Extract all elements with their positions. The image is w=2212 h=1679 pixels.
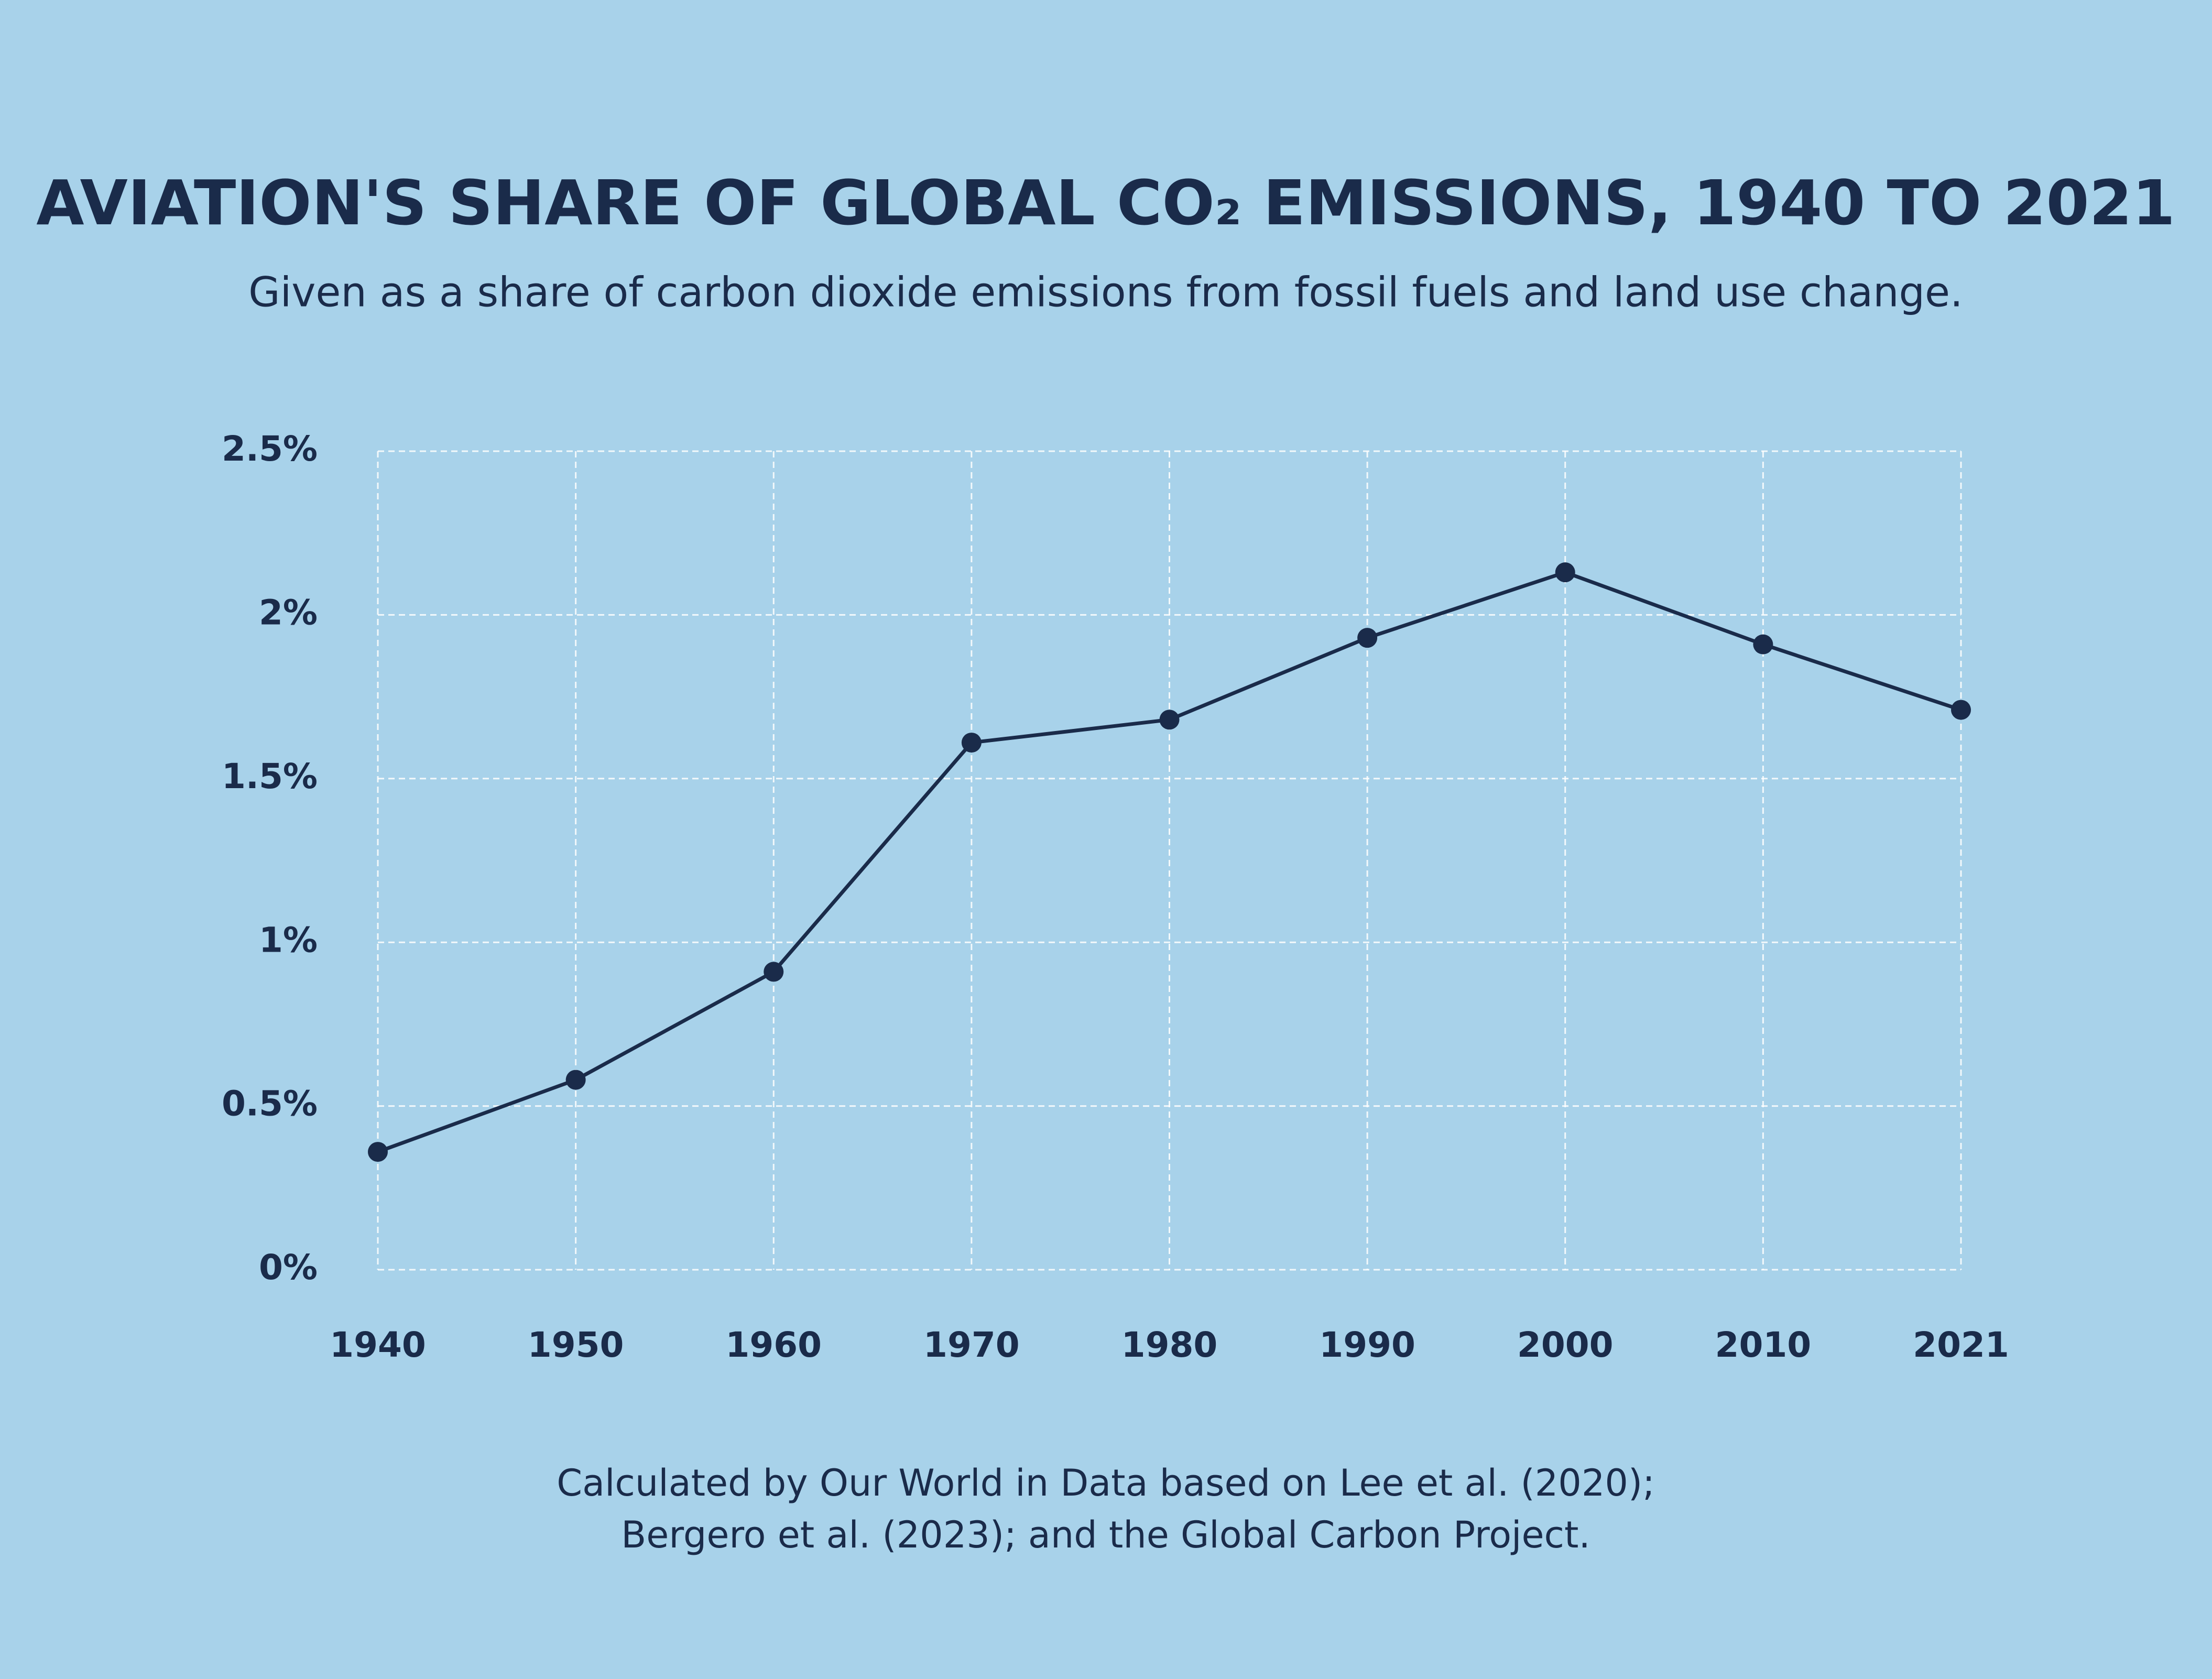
x-tick-label: 1990 [1319,1325,1415,1365]
data-point [1159,710,1180,730]
y-tick-label: 2% [259,592,318,633]
data-point [565,1070,586,1090]
x-tick-label: 1940 [330,1325,426,1365]
x-tick-label: 2010 [1715,1325,1812,1365]
y-tick-label: 2.5% [222,429,318,469]
data-point [961,733,982,753]
data-point [1555,562,1575,583]
data-point [1951,700,1971,720]
y-tick-label: 0.5% [222,1084,318,1124]
data-point [1357,628,1378,648]
source-note: Calculated by Our World in Data based on… [557,1462,1655,1504]
data-point [368,1142,388,1162]
data-point [764,962,784,982]
y-tick-label: 1% [259,920,318,960]
chart-subtitle: Given as a share of carbon dioxide emiss… [248,269,1963,316]
chart-title: AVIATION'S SHARE OF GLOBAL CO₂ EMISSIONS… [36,167,2175,239]
x-tick-label: 1960 [725,1325,822,1365]
x-tick-label: 1980 [1121,1325,1218,1365]
y-tick-label: 1.5% [222,756,318,797]
x-tick-label: 2021 [1913,1325,2009,1365]
data-point [1753,634,1773,655]
source-note: Bergero et al. (2023); and the Global Ca… [621,1513,1590,1556]
x-tick-label: 2000 [1517,1325,1614,1365]
x-tick-label: 1970 [923,1325,1020,1365]
y-tick-label: 0% [259,1247,318,1288]
x-tick-label: 1950 [528,1325,624,1365]
